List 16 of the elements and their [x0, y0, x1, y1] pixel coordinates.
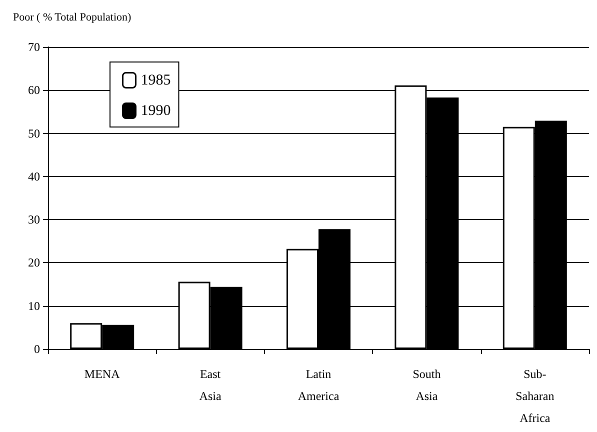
- y-tick-label: 60: [28, 83, 40, 98]
- legend-label: 1985: [140, 72, 171, 88]
- x-tick-label: MENA: [84, 367, 120, 381]
- y-tick-label: 10: [28, 298, 40, 313]
- y-tick-label: 50: [28, 126, 40, 140]
- legend-label: 1990: [140, 102, 171, 119]
- y-tick-label: 0: [34, 342, 40, 356]
- y-tick-label: 30: [28, 212, 40, 227]
- y-tick-label: 40: [28, 169, 40, 184]
- x-tick-label: Latin America: [298, 367, 340, 403]
- y-axis-title: Poor ( % Total Population): [13, 12, 132, 24]
- y-tick-label: 70: [28, 40, 40, 54]
- y-tick-label: 20: [28, 256, 40, 270]
- x-tick-label: South Asia: [412, 367, 441, 403]
- x-tick-label: East Asia: [199, 367, 222, 403]
- x-tick-label: Sub- Saharan Africa: [516, 367, 554, 425]
